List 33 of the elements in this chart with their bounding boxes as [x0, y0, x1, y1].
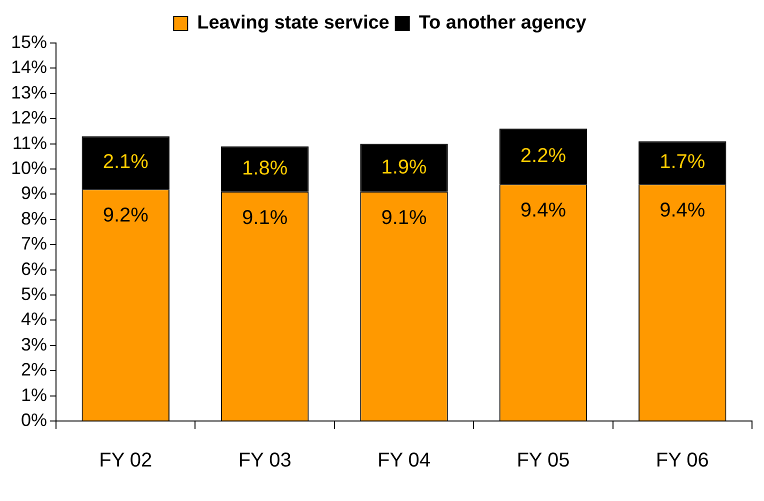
- data-label: 9.4%: [660, 200, 706, 222]
- legend-label: To another agency: [418, 12, 587, 34]
- data-label: 1.7%: [660, 151, 706, 174]
- y-tick-label: 14%: [10, 57, 48, 78]
- y-tick-label: 1%: [21, 384, 48, 405]
- x-tick-label: FY 03: [238, 450, 292, 472]
- y-tick-label: 9%: [21, 183, 48, 204]
- y-tick-label: 13%: [10, 82, 48, 102]
- x-tick-label: FY 06: [656, 450, 709, 472]
- y-tick-label: 6%: [21, 258, 48, 279]
- data-label: 9.1%: [381, 207, 428, 230]
- x-tick-label: FY 05: [516, 450, 570, 472]
- x-tick-label: FY 02: [99, 450, 152, 472]
- y-tick-label: 10%: [10, 158, 48, 178]
- y-tick-label: 2%: [21, 360, 48, 380]
- y-tick-label: 15%: [10, 32, 48, 52]
- data-label: 9.4%: [520, 200, 566, 222]
- y-tick-label: 7%: [21, 234, 48, 254]
- data-label: 2.2%: [520, 144, 566, 167]
- data-label: 1.8%: [242, 158, 288, 180]
- data-label: 1.9%: [381, 156, 428, 178]
- data-label: 9.2%: [102, 204, 149, 227]
- y-tick-label: 4%: [21, 309, 48, 330]
- y-tick-label: 0%: [21, 410, 48, 430]
- x-tick-label: FY 04: [378, 450, 431, 472]
- y-tick-label: 8%: [21, 208, 48, 228]
- legend-label: Leaving state service: [197, 12, 390, 34]
- y-tick-label: 5%: [21, 284, 48, 304]
- y-tick-label: 3%: [21, 334, 48, 354]
- data-label: 2.1%: [102, 151, 149, 174]
- data-label: 9.1%: [242, 207, 288, 230]
- y-tick-label: 11%: [12, 132, 48, 153]
- y-tick-label: 12%: [10, 108, 48, 128]
